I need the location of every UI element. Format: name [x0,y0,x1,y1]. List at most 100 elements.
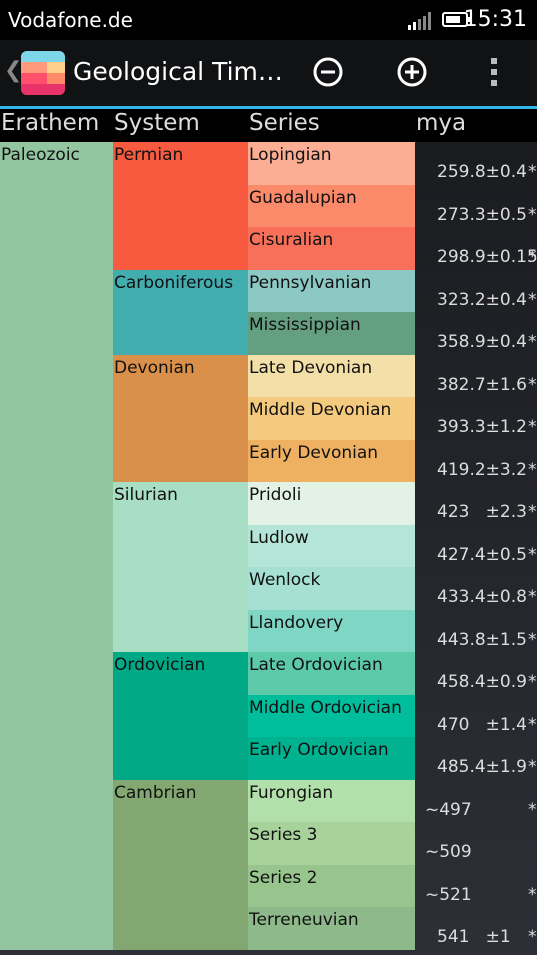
system-label: Ordovician [114,655,206,675]
mya-star-marker: * [528,204,537,225]
mya-star-marker: * [528,714,537,735]
mya-star-marker: * [528,544,537,565]
mya-star-marker: * [528,417,537,437]
action-bar: ❮ Geological Tim… [0,40,537,106]
series-pridoli[interactable]: Pridoli [248,482,415,525]
up-caret-icon[interactable]: ❮ [4,58,23,83]
mya-value: 273.3±0.5 [437,204,527,225]
mya-star-marker: * [528,247,537,267]
mya-star-marker: * [528,459,537,480]
mya-value: 423 ±2.3 [437,502,527,522]
header-series: Series [249,110,320,136]
series-furongian[interactable]: Furongian [248,779,415,822]
system-label: Carboniferous [114,272,234,293]
series-series-2[interactable]: Series 2 [248,864,415,907]
series-early-ordovician[interactable]: Early Ordovician [248,737,415,780]
minus-circle-icon[interactable] [310,54,346,90]
timescale-table[interactable]: Paleozoic Permian Carboniferous Devonian Si… [0,142,537,955]
mya-star-marker: * [528,502,537,522]
system-devonian[interactable]: Devonian [113,354,248,482]
mya-star-marker: * [528,672,537,692]
series-label: Wenlock [249,570,321,590]
series-label: Lopingian [249,145,332,165]
series-label: Pennsylvanian [249,272,372,293]
series-cisuralian[interactable]: Cisuralian [248,227,415,270]
series-label: Middle Ordovician [249,697,402,718]
series-pennsylvanian[interactable]: Pennsylvanian [248,269,415,312]
series-label: Cisuralian [249,230,334,250]
system-label: Cambrian [114,782,197,803]
header-system: System [114,110,200,136]
mya-star-marker: * [528,289,537,310]
battery-icon [442,12,471,27]
series-middle-devonian[interactable]: Middle Devonian [248,397,415,440]
series-late-devonian[interactable]: Late Devonian [248,354,415,397]
series-mississippian[interactable]: Mississippian [248,312,415,355]
mya-value: 541 ±1 [437,927,511,947]
mya-star-marker: * [528,332,537,352]
mya-value: ~509 [425,842,472,862]
vertical-ellipsis-icon[interactable] [476,54,512,90]
mya-value: ~497 [425,799,472,820]
mya-star-marker: * [528,884,537,905]
mya-star-marker: * [528,587,537,607]
series-label: Series 2 [249,867,318,888]
system-label: Devonian [114,357,195,378]
series-label: Guadalupian [249,187,357,208]
mya-value: 298.9±0.15 [437,247,537,267]
mya-value: 259.8±0.4 [437,162,527,182]
series-label: Terreneuvian [249,910,359,930]
mya-value: 470 ±1.4 [437,714,527,735]
app-logo-icon[interactable] [21,51,65,95]
mya-value: 485.4±1.9 [437,757,527,777]
mya-star-marker: * [528,927,537,947]
series-lopingian[interactable]: Lopingian [248,142,415,185]
mya-star-marker: * [528,629,537,650]
series-label: Mississippian [249,315,361,335]
header-mya: mya [416,110,467,136]
erathem-label: Paleozoic [1,145,80,165]
series-early-devonian[interactable]: Early Devonian [248,439,415,482]
mya-star-marker: * [528,799,537,820]
mya-value: 419.2±3.2 [437,459,527,480]
series-middle-ordovician[interactable]: Middle Ordovician [248,694,415,737]
series-llandovery[interactable]: Llandovery [248,609,415,652]
carrier-label: Vodafone.de [8,8,133,32]
app-title: Geological Tim… [73,57,283,86]
series-terreneuvian[interactable]: Terreneuvian [248,907,415,950]
system-silurian[interactable]: Silurian [113,482,248,652]
signal-icon [408,12,431,30]
series-series-3[interactable]: Series 3 [248,822,415,865]
mya-value: 358.9±0.4 [437,332,527,352]
series-label: Ludlow [249,527,309,548]
series-ludlow[interactable]: Ludlow [248,524,415,567]
system-permian[interactable]: Permian [113,142,248,270]
header-erathem: Erathem [1,110,100,136]
series-label: Furongian [249,782,334,803]
system-ordovician[interactable]: Ordovician [113,652,248,780]
series-label: Early Devonian [249,442,379,463]
mya-value: 443.8±1.5 [437,629,527,650]
mya-value: 382.7±1.6 [437,374,527,395]
series-label: Llandovery [249,612,344,633]
plus-circle-icon[interactable] [394,54,430,90]
mya-value: ~521 [425,884,472,905]
erathem-paleozoic[interactable]: Paleozoic [0,142,113,950]
series-label: Early Ordovician [249,740,389,760]
mya-value: 393.3±1.2 [437,417,527,437]
series-guadalupian[interactable]: Guadalupian [248,184,415,227]
mya-value: 433.4±0.8 [437,587,527,607]
clock: 15:31 [463,7,527,32]
system-label: Permian [114,145,184,165]
series-label: Pridoli [249,485,302,505]
system-cambrian[interactable]: Cambrian [113,779,248,950]
series-label: Middle Devonian [249,400,392,420]
series-late-ordovician[interactable]: Late Ordovician [248,652,415,695]
series-wenlock[interactable]: Wenlock [248,567,415,610]
mya-star-marker: * [528,757,537,777]
system-carboniferous[interactable]: Carboniferous [113,269,248,355]
mya-star-marker: * [528,374,537,395]
accent-divider [0,106,537,109]
mya-value: 458.4±0.9 [437,672,527,692]
series-label: Late Devonian [249,357,373,378]
